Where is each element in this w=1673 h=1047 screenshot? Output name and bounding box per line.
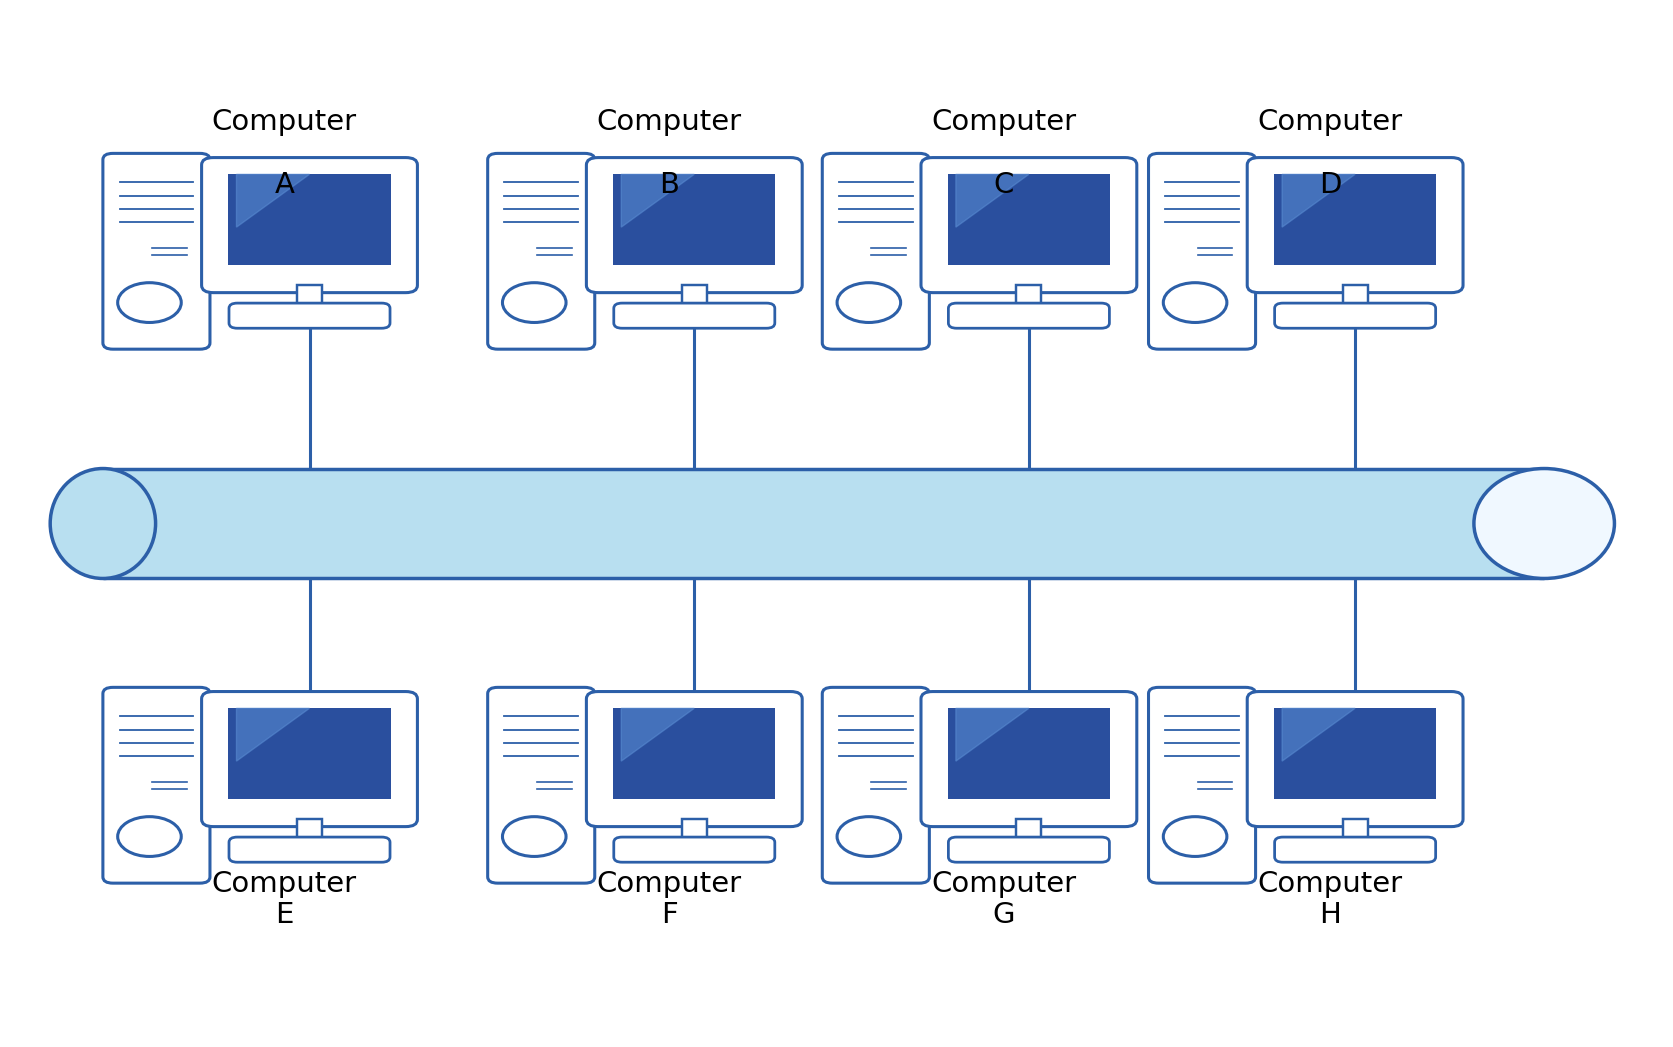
FancyBboxPatch shape — [614, 838, 775, 863]
FancyBboxPatch shape — [487, 154, 594, 350]
FancyBboxPatch shape — [104, 154, 211, 350]
Text: Computer: Computer — [1258, 869, 1402, 897]
Circle shape — [1163, 283, 1226, 322]
Text: Computer: Computer — [212, 108, 356, 136]
Circle shape — [502, 817, 565, 856]
Text: Computer: Computer — [597, 869, 741, 897]
Bar — [1343, 286, 1367, 308]
Text: A: A — [274, 171, 294, 199]
FancyBboxPatch shape — [1248, 157, 1462, 292]
FancyBboxPatch shape — [586, 157, 801, 292]
FancyBboxPatch shape — [949, 838, 1109, 863]
Bar — [612, 708, 775, 800]
FancyBboxPatch shape — [1275, 838, 1435, 863]
Polygon shape — [955, 175, 1029, 227]
FancyBboxPatch shape — [201, 692, 417, 827]
Bar — [947, 708, 1109, 800]
FancyBboxPatch shape — [920, 692, 1136, 827]
FancyBboxPatch shape — [1148, 687, 1255, 884]
Polygon shape — [621, 708, 694, 761]
Text: E: E — [276, 900, 293, 929]
FancyBboxPatch shape — [1248, 692, 1462, 827]
Bar — [1275, 708, 1435, 800]
Ellipse shape — [50, 469, 156, 578]
Text: Computer: Computer — [932, 869, 1076, 897]
Bar — [947, 175, 1109, 265]
Text: Computer: Computer — [597, 108, 741, 136]
Circle shape — [1163, 817, 1226, 856]
Text: H: H — [1318, 900, 1342, 929]
Text: D: D — [1318, 171, 1342, 199]
FancyBboxPatch shape — [229, 304, 390, 329]
Bar — [1275, 175, 1435, 265]
Bar — [228, 175, 390, 265]
FancyBboxPatch shape — [104, 687, 211, 884]
FancyBboxPatch shape — [821, 154, 929, 350]
Text: F: F — [661, 900, 678, 929]
Polygon shape — [621, 175, 694, 227]
FancyBboxPatch shape — [586, 692, 801, 827]
FancyBboxPatch shape — [949, 304, 1109, 329]
FancyBboxPatch shape — [920, 157, 1136, 292]
Text: Computer: Computer — [932, 108, 1076, 136]
Circle shape — [836, 817, 900, 856]
Circle shape — [117, 817, 181, 856]
Bar — [1017, 819, 1041, 842]
Bar — [612, 175, 775, 265]
Text: C: C — [994, 171, 1014, 199]
Bar — [298, 819, 321, 842]
Ellipse shape — [1474, 469, 1614, 578]
Circle shape — [502, 283, 565, 322]
Text: Computer: Computer — [1258, 108, 1402, 136]
FancyBboxPatch shape — [487, 687, 594, 884]
FancyBboxPatch shape — [821, 687, 929, 884]
Polygon shape — [236, 175, 310, 227]
Bar — [683, 286, 706, 308]
Polygon shape — [236, 708, 310, 761]
Bar — [683, 819, 706, 842]
FancyBboxPatch shape — [1148, 154, 1255, 350]
Bar — [298, 286, 321, 308]
Polygon shape — [1282, 175, 1355, 227]
FancyBboxPatch shape — [201, 157, 417, 292]
Bar — [1343, 819, 1367, 842]
Bar — [102, 469, 1544, 578]
Polygon shape — [1282, 708, 1355, 761]
Circle shape — [117, 283, 181, 322]
Text: Computer: Computer — [212, 869, 356, 897]
Text: G: G — [992, 900, 1016, 929]
FancyBboxPatch shape — [614, 304, 775, 329]
Circle shape — [836, 283, 900, 322]
FancyBboxPatch shape — [1275, 304, 1435, 329]
Bar — [1017, 286, 1041, 308]
Text: B: B — [659, 171, 679, 199]
FancyBboxPatch shape — [229, 838, 390, 863]
Bar — [228, 708, 390, 800]
Polygon shape — [955, 708, 1029, 761]
